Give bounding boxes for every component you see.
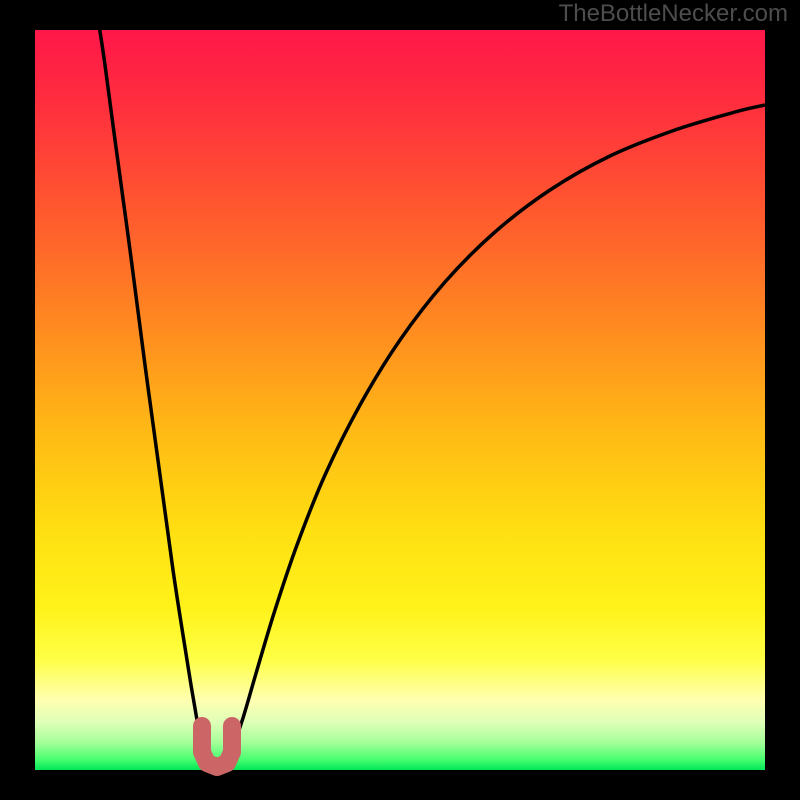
chart-frame: TheBottleNecker.com bbox=[0, 0, 800, 800]
bottleneck-chart bbox=[0, 0, 800, 800]
watermark-text: TheBottleNecker.com bbox=[559, 0, 788, 28]
plot-background bbox=[35, 30, 765, 770]
